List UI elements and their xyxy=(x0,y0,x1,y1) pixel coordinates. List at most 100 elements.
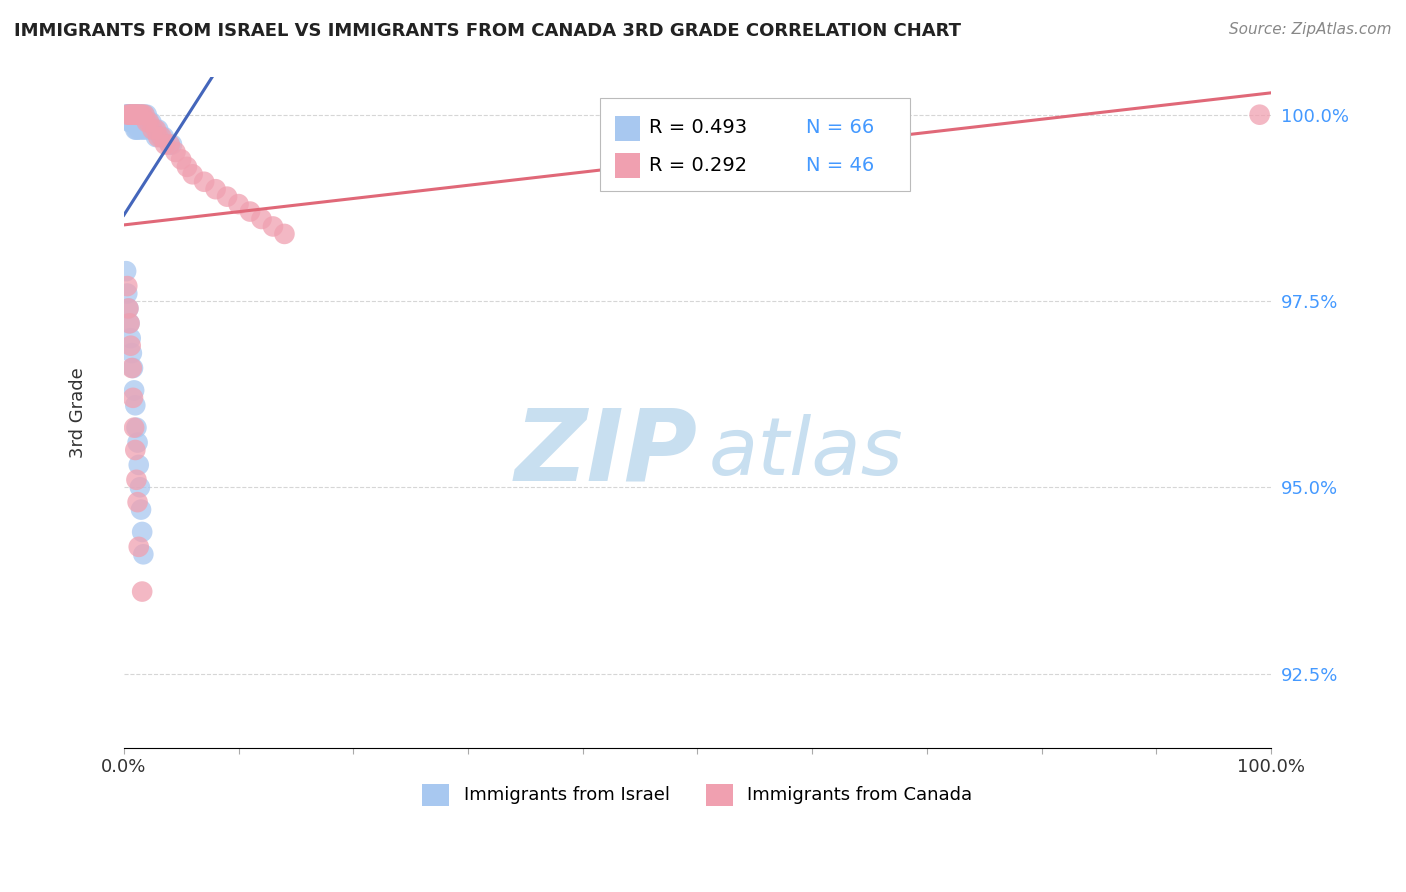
Text: Source: ZipAtlas.com: Source: ZipAtlas.com xyxy=(1229,22,1392,37)
Point xyxy=(153,137,176,152)
Point xyxy=(118,108,141,122)
Point xyxy=(159,137,181,152)
Point xyxy=(122,108,145,122)
Point xyxy=(125,108,148,122)
Point xyxy=(122,391,145,405)
Point xyxy=(124,398,146,412)
Point xyxy=(121,108,143,122)
Point xyxy=(273,227,295,241)
Point xyxy=(134,108,156,122)
Point xyxy=(176,160,198,174)
Legend: Immigrants from Israel, Immigrants from Canada: Immigrants from Israel, Immigrants from … xyxy=(415,776,980,813)
Point xyxy=(118,115,141,129)
Point xyxy=(128,540,150,554)
Point xyxy=(181,167,204,181)
Point xyxy=(132,547,155,561)
Point xyxy=(128,108,150,122)
Point xyxy=(115,264,138,278)
Point xyxy=(128,115,150,129)
Point xyxy=(135,115,157,129)
Point xyxy=(117,108,139,122)
Point xyxy=(239,204,262,219)
Point xyxy=(121,108,143,122)
Bar xyxy=(614,116,640,141)
Point xyxy=(117,286,139,301)
Point xyxy=(117,108,139,122)
Point xyxy=(117,108,139,122)
Point xyxy=(143,122,166,136)
Text: R = 0.292: R = 0.292 xyxy=(650,156,748,176)
Point xyxy=(135,108,157,122)
Point xyxy=(118,316,141,330)
Point xyxy=(124,115,146,129)
Point xyxy=(115,108,138,122)
Point xyxy=(148,130,170,145)
Point xyxy=(141,115,163,129)
Point xyxy=(117,279,139,293)
Point xyxy=(125,420,148,434)
Bar xyxy=(614,153,640,178)
Point xyxy=(124,122,146,136)
Point xyxy=(122,108,145,122)
Point xyxy=(1249,108,1271,122)
Point xyxy=(135,122,157,136)
Point xyxy=(134,108,156,122)
Text: N = 66: N = 66 xyxy=(807,119,875,137)
Point xyxy=(262,219,284,234)
Point xyxy=(127,115,149,129)
Point xyxy=(120,108,142,122)
Text: atlas: atlas xyxy=(709,414,904,492)
Point xyxy=(121,108,143,122)
Point xyxy=(160,137,183,152)
Point xyxy=(131,122,153,136)
Point xyxy=(120,115,142,129)
Point xyxy=(135,115,157,129)
Point xyxy=(127,435,149,450)
Point xyxy=(129,108,152,122)
FancyBboxPatch shape xyxy=(600,97,910,192)
Point xyxy=(132,115,155,129)
Point xyxy=(117,108,139,122)
Point xyxy=(120,108,142,122)
Point xyxy=(159,137,181,152)
Text: R = 0.493: R = 0.493 xyxy=(650,119,748,137)
Point xyxy=(128,458,150,472)
Point xyxy=(228,197,250,211)
Point xyxy=(129,115,152,129)
Point xyxy=(141,122,163,136)
Point xyxy=(145,122,167,136)
Point xyxy=(129,108,152,122)
Point xyxy=(117,108,139,122)
Point xyxy=(128,115,150,129)
Text: N = 46: N = 46 xyxy=(807,156,875,176)
Point xyxy=(141,122,163,136)
Point xyxy=(128,108,150,122)
Point xyxy=(127,108,149,122)
Point xyxy=(134,115,156,129)
Point xyxy=(128,108,150,122)
Point xyxy=(122,108,145,122)
Point xyxy=(125,473,148,487)
Point xyxy=(131,584,153,599)
Point xyxy=(127,495,149,509)
Point xyxy=(120,339,142,353)
Point xyxy=(125,115,148,129)
Point xyxy=(125,122,148,136)
Point xyxy=(118,108,141,122)
Point xyxy=(120,331,142,345)
Point xyxy=(118,316,141,330)
Point xyxy=(204,182,226,196)
Point xyxy=(138,115,160,129)
Point xyxy=(122,361,145,376)
Point xyxy=(193,175,215,189)
Text: 3rd Grade: 3rd Grade xyxy=(69,368,87,458)
Point xyxy=(121,346,143,360)
Point xyxy=(138,115,160,129)
Point xyxy=(122,420,145,434)
Point xyxy=(217,189,239,203)
Point xyxy=(170,153,193,167)
Point xyxy=(117,301,139,316)
Point xyxy=(128,480,150,494)
Point xyxy=(122,384,145,398)
Point xyxy=(117,301,139,316)
